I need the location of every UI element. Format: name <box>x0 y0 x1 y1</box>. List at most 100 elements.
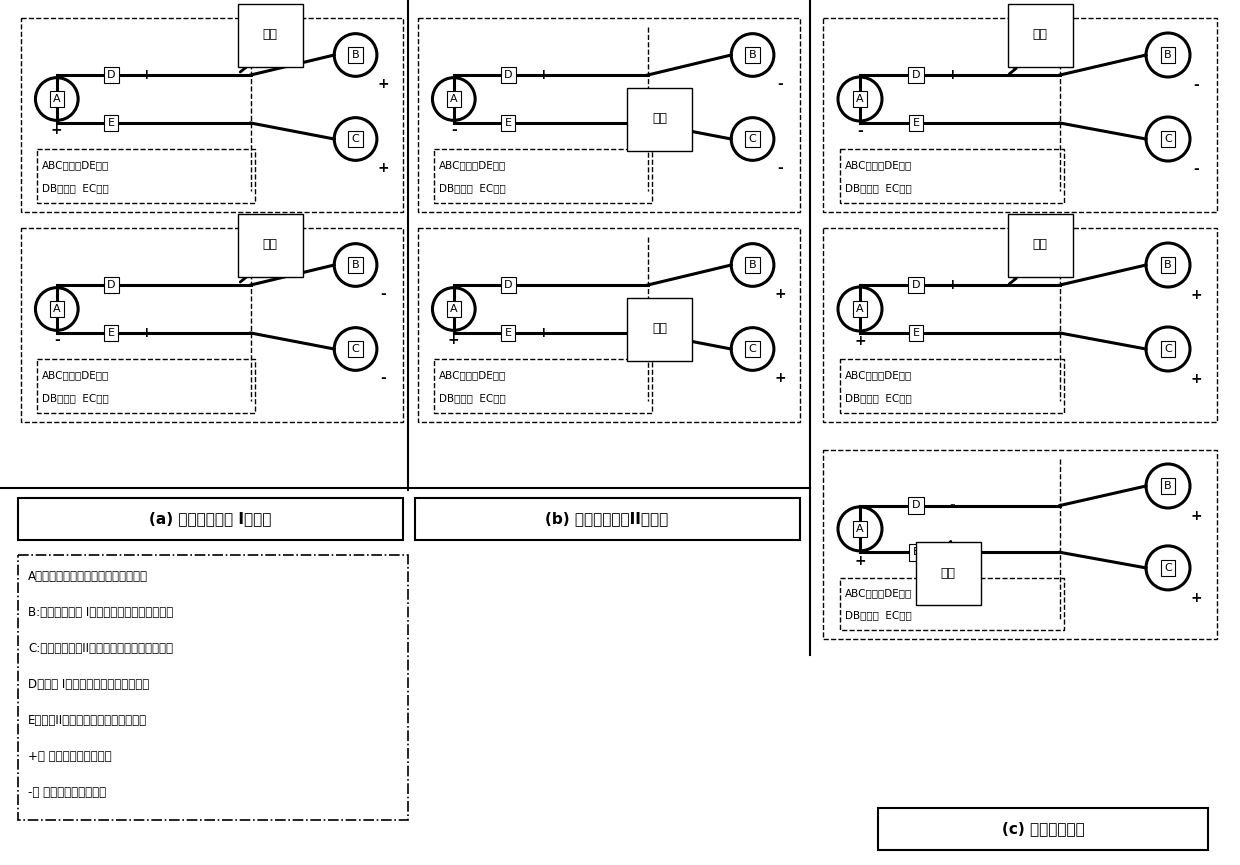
Text: E: E <box>505 118 512 128</box>
Text: (c) 雷击双回线处: (c) 雷击双回线处 <box>1002 822 1084 836</box>
Text: C: C <box>1164 563 1172 573</box>
Text: -: - <box>1193 78 1199 92</box>
Text: D: D <box>107 280 115 290</box>
Text: D: D <box>503 70 512 80</box>
Text: +: + <box>140 68 151 82</box>
Text: 绕击: 绕击 <box>263 29 278 42</box>
Text: D：首端 I回线路零模电流首波头极性: D：首端 I回线路零模电流首波头极性 <box>29 678 149 691</box>
Text: ABC同号；DE异号: ABC同号；DE异号 <box>844 370 913 381</box>
Text: (a) 雷击单回线处 I回线路: (a) 雷击单回线处 I回线路 <box>149 511 272 527</box>
Text: D: D <box>911 70 920 80</box>
Text: ABC同号；DE异号: ABC同号；DE异号 <box>42 370 109 381</box>
Bar <box>823 450 1216 639</box>
Text: -: - <box>949 116 955 130</box>
Text: +： 首波头极性为正极性: +： 首波头极性为正极性 <box>29 751 112 764</box>
Text: C: C <box>352 134 360 144</box>
Text: -: - <box>541 116 546 130</box>
Bar <box>434 149 652 203</box>
Text: -: - <box>777 162 782 176</box>
Text: DB同号；  EC异号: DB同号； EC异号 <box>42 393 109 403</box>
Text: C: C <box>749 344 756 354</box>
Text: C: C <box>352 344 360 354</box>
Text: -： 首波头极性为负极性: -： 首波头极性为负极性 <box>29 786 107 799</box>
Text: (b) 雷击单回线处II回线路: (b) 雷击单回线处II回线路 <box>546 511 668 527</box>
Text: +: + <box>537 68 549 82</box>
Text: +: + <box>1190 591 1202 605</box>
Text: A: A <box>450 94 458 104</box>
Bar <box>823 228 1216 422</box>
Text: +: + <box>51 124 62 138</box>
Text: 反击: 反击 <box>263 239 278 252</box>
Text: +: + <box>946 278 957 292</box>
Text: ABC同号；DE异号: ABC同号；DE异号 <box>439 160 507 170</box>
Text: +: + <box>1190 509 1202 523</box>
Text: A：线路首端同向零模电流首波头极性: A：线路首端同向零模电流首波头极性 <box>29 571 148 584</box>
Text: C: C <box>749 134 756 144</box>
Text: DB同号；  EC异号: DB同号； EC异号 <box>42 183 109 193</box>
Text: ABC同号；DE异号: ABC同号；DE异号 <box>844 588 913 599</box>
Text: A: A <box>53 304 61 314</box>
Text: -: - <box>379 371 386 385</box>
Text: +: + <box>140 326 151 340</box>
Text: A: A <box>53 94 61 104</box>
Text: +: + <box>537 326 549 340</box>
Text: E: E <box>913 118 920 128</box>
Text: E: E <box>108 328 114 338</box>
Text: E：首端II回线路零模电流首波头极性: E：首端II回线路零模电流首波头极性 <box>29 714 148 727</box>
Text: B: B <box>1164 260 1172 270</box>
Text: -: - <box>949 498 955 512</box>
Text: +: + <box>377 162 388 176</box>
Text: D: D <box>911 501 920 510</box>
Text: ABC同号；DE同号: ABC同号；DE同号 <box>844 160 913 170</box>
Text: A: A <box>856 524 864 534</box>
FancyBboxPatch shape <box>878 808 1208 850</box>
Text: +: + <box>377 77 388 92</box>
Text: -: - <box>1193 162 1199 176</box>
Bar <box>823 18 1216 212</box>
Bar <box>839 149 1064 203</box>
Text: -: - <box>143 278 149 292</box>
Text: E: E <box>505 328 512 338</box>
Text: B: B <box>1164 481 1172 491</box>
Text: ABC同号；DE异号: ABC同号；DE异号 <box>42 160 109 170</box>
Text: -: - <box>379 287 386 301</box>
Text: 绕击: 绕击 <box>1033 239 1048 252</box>
Text: -: - <box>451 124 456 138</box>
Text: DB异号；  EC同号: DB异号； EC同号 <box>439 393 506 403</box>
Bar <box>839 578 1064 631</box>
Text: +: + <box>1190 372 1202 386</box>
Text: C:末端单回线处II回线路零模电流首波头极性: C:末端单回线处II回线路零模电流首波头极性 <box>29 643 174 656</box>
Text: B: B <box>749 260 756 270</box>
Text: DB同号；  EC同号: DB同号； EC同号 <box>844 183 911 193</box>
Text: ABC同号；DE异号: ABC同号；DE异号 <box>439 370 507 381</box>
Bar <box>21 18 403 212</box>
Text: +: + <box>774 371 786 385</box>
Text: A: A <box>450 304 458 314</box>
Text: A: A <box>856 304 864 314</box>
Text: B: B <box>352 260 360 270</box>
Text: D: D <box>503 280 512 290</box>
Text: 反击: 反击 <box>652 112 667 125</box>
Text: DB同号；  EC异号: DB同号； EC异号 <box>844 393 911 403</box>
Text: +: + <box>448 333 460 348</box>
Bar <box>418 18 800 212</box>
Text: +: + <box>946 68 957 82</box>
Text: 绕击: 绕击 <box>940 567 956 580</box>
Text: +: + <box>1190 288 1202 302</box>
Text: -: - <box>777 77 782 92</box>
Bar <box>37 359 254 413</box>
Text: B: B <box>1164 50 1172 60</box>
Text: -: - <box>541 278 546 292</box>
Text: C: C <box>1164 134 1172 144</box>
Bar <box>21 228 403 422</box>
Text: B:末端单回线处 I回线路零模电流首波头极性: B:末端单回线处 I回线路零模电流首波头极性 <box>29 606 174 619</box>
Text: E: E <box>108 118 114 128</box>
Bar <box>37 149 254 203</box>
Text: DB异号；  EC同号: DB异号； EC同号 <box>844 611 911 620</box>
Text: 反击: 反击 <box>1033 29 1048 42</box>
Text: -: - <box>857 124 863 138</box>
Text: +: + <box>774 287 786 301</box>
Text: B: B <box>352 50 360 60</box>
Bar <box>418 228 800 422</box>
FancyBboxPatch shape <box>19 498 403 540</box>
